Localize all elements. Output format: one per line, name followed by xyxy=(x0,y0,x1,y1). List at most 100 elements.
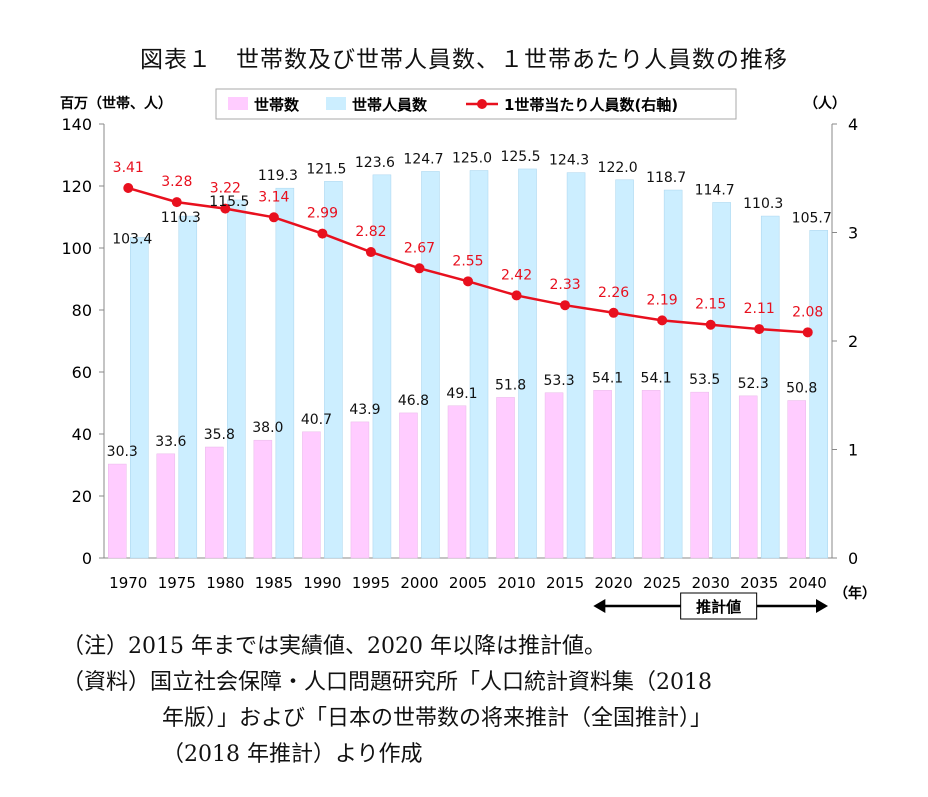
bar-label-households: 40.7 xyxy=(301,412,332,428)
bar-households xyxy=(593,390,612,559)
line-series xyxy=(123,183,813,338)
legend-swatch-members xyxy=(326,97,346,110)
bar-label-household-members: 123.6 xyxy=(355,155,395,171)
line-label: 2.19 xyxy=(647,292,678,308)
line-label: 2.15 xyxy=(695,297,726,313)
bar-label-household-members: 125.5 xyxy=(500,149,540,165)
bar-label-household-members: 122.0 xyxy=(598,160,638,176)
bar-label-household-members: 105.7 xyxy=(792,210,832,226)
bar-household-members xyxy=(518,168,537,559)
annotation-label: 推計値 xyxy=(696,598,741,616)
bar-label-household-members: 110.3 xyxy=(743,196,783,212)
x-tick-label: 2040 xyxy=(789,574,827,592)
bar-household-members xyxy=(760,215,780,559)
bar-label-households: 51.8 xyxy=(495,377,526,393)
right-axis-label: （人） xyxy=(804,95,846,112)
bars xyxy=(108,168,828,559)
legend-label-per-household: 1世帯当たり人員数(右軸) xyxy=(504,96,678,114)
line-label: 3.41 xyxy=(113,160,144,176)
right-tick-label: 0 xyxy=(848,549,858,568)
line-label: 2.33 xyxy=(549,277,580,293)
annotation-arrow-right xyxy=(816,599,828,613)
left-tick-label: 0 xyxy=(82,549,92,568)
x-axis-unit-label: （年） xyxy=(834,585,876,602)
annotation-arrow-left xyxy=(593,599,606,613)
bar-label-households: 33.6 xyxy=(155,434,186,450)
left-axis-label: 百万（世帯、人） xyxy=(60,95,172,112)
chart: 世帯数 世帯人員数 1世帯当たり人員数(右軸) 020406080100120140… xyxy=(60,88,876,620)
x-tick-label: 1975 xyxy=(158,574,196,592)
legend: 世帯数 世帯人員数 1世帯当たり人員数(右軸) xyxy=(215,88,737,120)
line-label: 2.26 xyxy=(598,285,629,301)
bar-label-households: 52.3 xyxy=(738,376,769,392)
line-point xyxy=(365,247,376,258)
line-point xyxy=(414,263,425,274)
x-tick-label: 1990 xyxy=(303,574,341,592)
bar-label-households: 50.8 xyxy=(786,381,817,397)
line-label: 2.08 xyxy=(792,304,823,320)
bar-label-households: 38.0 xyxy=(252,420,283,436)
line-label: 2.42 xyxy=(501,267,532,283)
line-label: 2.82 xyxy=(355,224,386,240)
bar-households xyxy=(447,405,467,559)
x-tick-label: 2000 xyxy=(400,574,438,592)
bar-household-members xyxy=(324,181,343,559)
bar-label-household-members: 103.4 xyxy=(112,231,152,247)
bar-households xyxy=(350,421,370,559)
x-tick-label: 2035 xyxy=(740,574,778,592)
bar-household-members xyxy=(663,189,683,559)
line-label: 2.67 xyxy=(404,240,435,256)
bar-label-households: 46.8 xyxy=(398,393,429,409)
line-label: 2.11 xyxy=(744,301,775,317)
line-point xyxy=(511,290,522,301)
left-tick-label: 100 xyxy=(61,239,92,258)
bar-household-members xyxy=(227,199,246,559)
bar-households xyxy=(690,391,709,559)
bar-label-households: 35.8 xyxy=(204,427,235,443)
x-tick-label: 2005 xyxy=(449,574,487,592)
x-tick-label: 2015 xyxy=(546,574,584,592)
bar-household-members xyxy=(372,174,392,559)
estimate-annotation: 推計値 xyxy=(593,592,828,620)
bar-label-household-members: 118.7 xyxy=(646,170,686,186)
line-label: 3.28 xyxy=(161,174,192,190)
line-label: 2.99 xyxy=(307,206,338,222)
legend-swatch-point xyxy=(477,99,487,109)
line-point xyxy=(268,212,279,223)
right-tick-label: 1 xyxy=(848,441,858,460)
bar-household-members xyxy=(566,172,586,559)
bar-label-household-members: 119.3 xyxy=(258,168,298,184)
legend-label-households: 世帯数 xyxy=(254,96,300,114)
legend-label-members: 世帯人員数 xyxy=(352,96,428,114)
bar-household-members xyxy=(275,187,295,559)
x-tick-label: 1985 xyxy=(255,574,293,592)
note-line-1: （注）2015 年までは実績値、2020 年以降は推計値。 xyxy=(62,634,606,659)
bar-label-households: 49.1 xyxy=(446,386,477,402)
left-tick-label: 120 xyxy=(61,177,92,196)
line-point xyxy=(802,327,813,338)
x-tick-label: 2010 xyxy=(497,574,535,592)
bar-household-members xyxy=(178,215,198,559)
line-point xyxy=(317,228,328,239)
annotation-box xyxy=(680,592,758,620)
line-point xyxy=(220,203,231,214)
x-tick-label: 2020 xyxy=(595,574,633,592)
bar-label-households: 43.9 xyxy=(349,402,380,418)
line-point xyxy=(560,300,571,311)
note-line-3: 年版）」および「日本の世帯数の将来推計（全国推計）」 xyxy=(162,706,713,731)
bar-households xyxy=(641,390,661,559)
bar-label-households: 54.1 xyxy=(641,370,672,386)
legend-swatch-households xyxy=(228,97,248,110)
bar-label-households: 53.3 xyxy=(543,373,574,389)
bar-households xyxy=(544,392,564,559)
x-tick-label: 1995 xyxy=(352,574,390,592)
x-tick-label: 2025 xyxy=(643,574,681,592)
bar-households xyxy=(399,412,418,559)
line-point xyxy=(657,315,668,326)
line-point xyxy=(123,183,134,194)
bar-households xyxy=(787,400,806,559)
bar-label-household-members: 121.5 xyxy=(306,161,346,177)
line-point xyxy=(171,197,182,208)
x-tick-label: 1980 xyxy=(206,574,244,592)
